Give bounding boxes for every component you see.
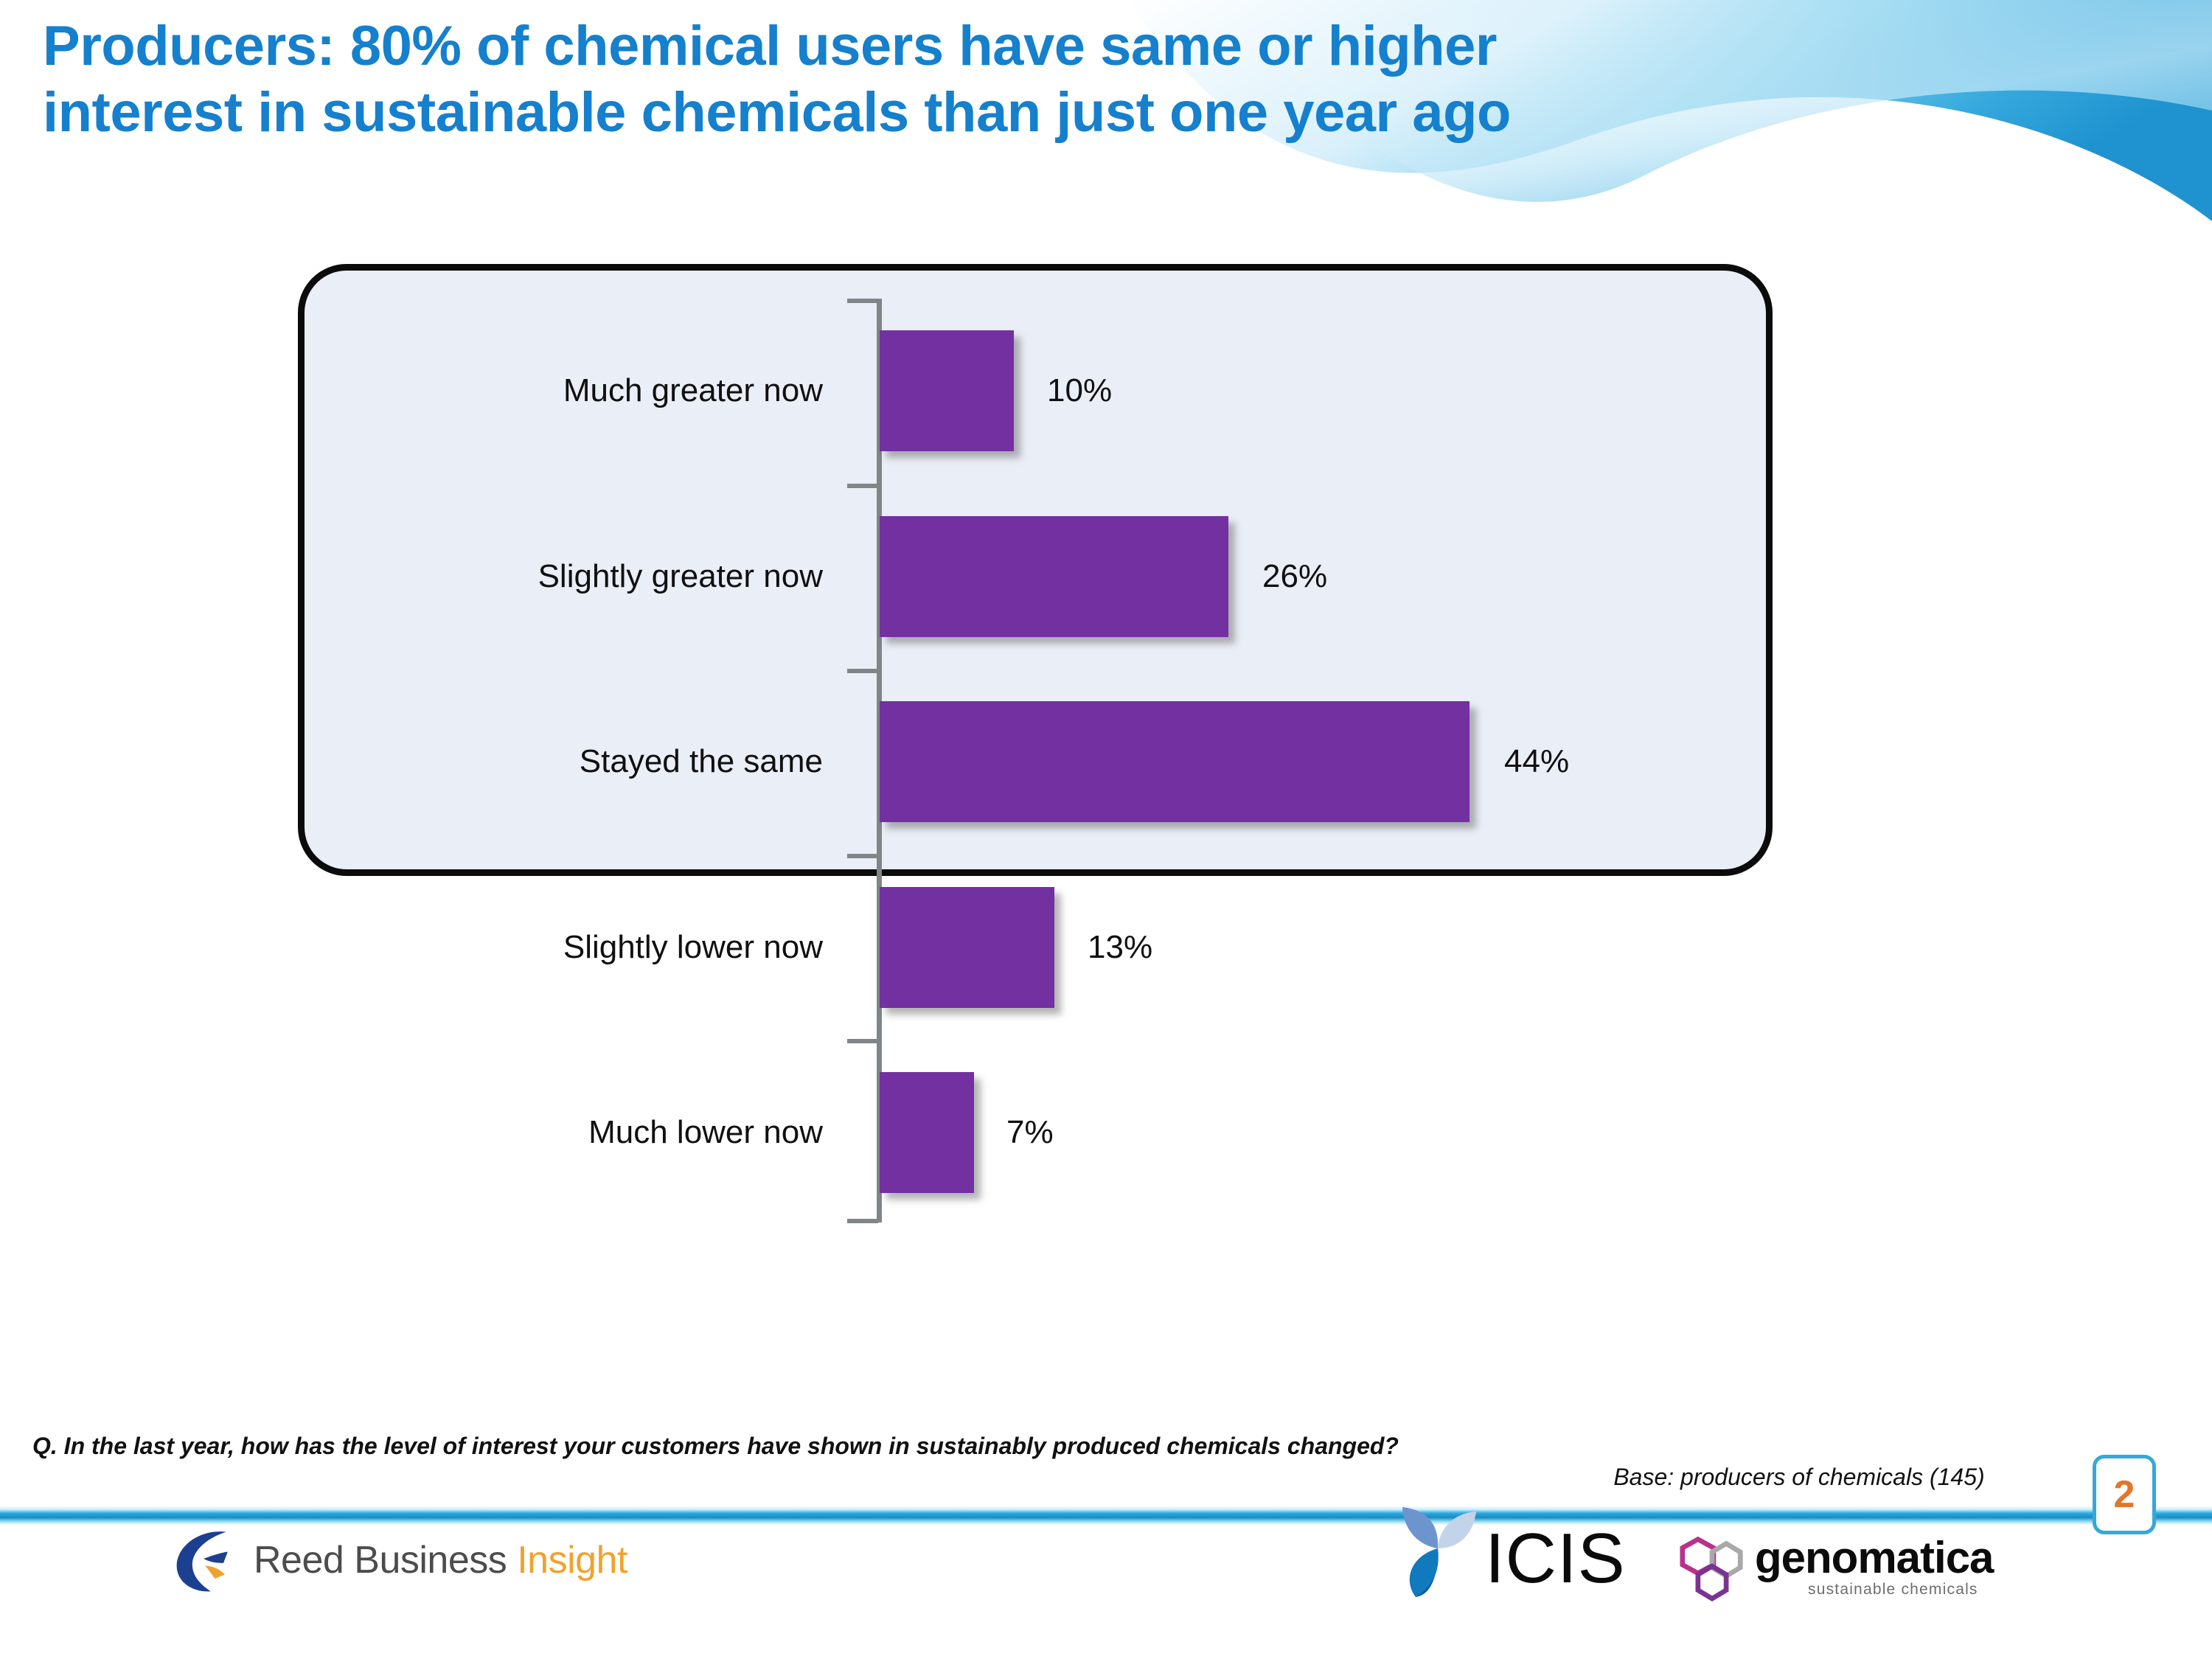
page-number-badge: 2 xyxy=(2093,1455,2156,1534)
bar-value-much-lower-now: 7% xyxy=(1006,1114,1054,1150)
survey-question-text: Q. In the last year, how has the level o… xyxy=(32,1433,1399,1459)
axis-tick xyxy=(847,1219,878,1223)
bar-slightly-greater-now xyxy=(880,516,1228,637)
slide-title-line-2: interest in sustainable chemicals than j… xyxy=(43,80,1511,144)
bar-slightly-lower-now xyxy=(880,887,1054,1008)
footer-divider-rule xyxy=(0,1506,2212,1525)
category-label: Much lower now xyxy=(588,1114,823,1150)
category-label: Slightly lower now xyxy=(563,929,823,965)
category-label: Much greater now xyxy=(563,372,823,408)
slide-title-line-1: Producers: 80% of chemical users have sa… xyxy=(43,15,1497,77)
bar-much-greater-now xyxy=(880,330,1014,451)
bar-value-stayed-the-same: 44% xyxy=(1504,743,1570,779)
axis-tick xyxy=(847,1039,878,1043)
axis-tick xyxy=(847,299,878,303)
survey-base-text: Base: producers of chemicals (145) xyxy=(1613,1464,1985,1490)
bar-much-lower-now xyxy=(880,1072,974,1193)
bar-value-much-greater-now: 10% xyxy=(1047,372,1113,408)
genomatica-name: genomatica xyxy=(1755,1533,1994,1582)
category-axis-line xyxy=(877,299,882,1222)
genomatica-logo: genomatica sustainable chemicals xyxy=(1680,1532,1994,1603)
axis-tick xyxy=(847,484,878,488)
reed-logo-name: Reed Business xyxy=(254,1539,518,1582)
reed-business-insight-logo: Reed Business Insight xyxy=(171,1525,627,1596)
chart: Much greater now 10% Slightly greater no… xyxy=(0,251,2212,1320)
axis-tick xyxy=(847,669,878,673)
genomatica-tagline: sustainable chemicals xyxy=(1808,1581,1978,1598)
axis-tick xyxy=(847,854,878,858)
genomatica-hexagon-icon xyxy=(1680,1536,1743,1601)
icis-logo: ICIS xyxy=(1394,1503,1626,1599)
reed-logo-highlight: Insight xyxy=(517,1539,627,1582)
slide-title: Producers: 80% of chemical users have sa… xyxy=(43,13,2034,145)
category-label: Slightly greater now xyxy=(538,558,823,594)
bar-value-slightly-greater-now: 26% xyxy=(1262,558,1328,594)
bar-value-slightly-lower-now: 13% xyxy=(1088,929,1153,965)
bar-stayed-the-same xyxy=(880,701,1470,822)
reed-swoosh-icon xyxy=(176,1531,228,1592)
icis-logo-text: ICIS xyxy=(1485,1519,1626,1598)
icis-petal-icon xyxy=(1402,1507,1476,1597)
genomatica-wordmark: genomatica sustainable chemicals xyxy=(1755,1533,1994,1599)
reed-logo-text: Reed Business Insight xyxy=(254,1538,627,1582)
category-label: Stayed the same xyxy=(579,743,823,779)
bar-chart-plot: Much greater now 10% Slightly greater no… xyxy=(0,251,2212,1320)
